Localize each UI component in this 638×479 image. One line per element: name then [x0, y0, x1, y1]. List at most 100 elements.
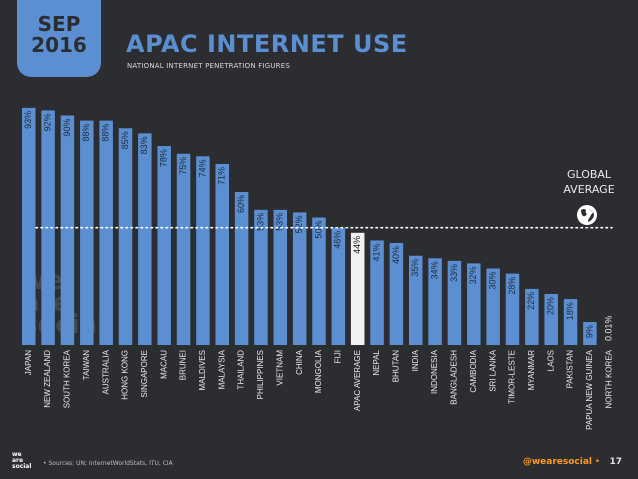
- category-label: JAPAN: [24, 350, 33, 375]
- footer-separator: •: [594, 457, 600, 467]
- footer-logo: we are social: [12, 452, 31, 470]
- bar-value-label: 33%: [449, 264, 459, 282]
- category-label: MONGOLIA: [314, 349, 323, 393]
- page-title: APAC INTERNET USE: [126, 30, 408, 58]
- bar: [544, 294, 558, 345]
- bar-value-label: 46%: [333, 231, 343, 249]
- bar-value-label: 85%: [120, 131, 130, 149]
- bar-value-label: 53%: [255, 213, 265, 231]
- category-label: PHILIPPINES: [256, 350, 265, 399]
- bar: [312, 217, 326, 345]
- bar: [350, 232, 365, 345]
- category-label: VIETNAM: [275, 350, 284, 386]
- bar: [409, 255, 423, 345]
- bar: [563, 299, 578, 345]
- bar-value-label: 92%: [42, 113, 52, 131]
- social-handle: @wearesocial: [522, 457, 592, 467]
- category-label: NORTH KOREA: [604, 349, 613, 408]
- date-month: SEP: [37, 12, 81, 36]
- bar-value-label: 20%: [546, 297, 556, 315]
- bar: [447, 260, 462, 345]
- category-label: NEPAL: [372, 349, 381, 375]
- category-label: MALDIVES: [198, 350, 207, 390]
- bar: [273, 209, 288, 345]
- category-label: MACAU: [159, 350, 168, 379]
- category-label: MYANMAR: [527, 350, 536, 391]
- bar: [467, 263, 481, 345]
- category-label: PAKISTAN: [566, 350, 575, 389]
- bar: [486, 268, 500, 345]
- category-label: SRI LANKA: [488, 349, 497, 391]
- footer-logo-line-3: social: [12, 463, 32, 470]
- category-label: HONG KONG: [121, 350, 130, 400]
- footer-logo-line-1: we: [12, 451, 22, 458]
- bar-value-label: 22%: [526, 292, 536, 310]
- bar: [505, 273, 520, 345]
- category-label: INDIA: [411, 349, 420, 371]
- category-label: CAMBODIA: [469, 349, 478, 392]
- bar: [215, 163, 229, 345]
- bar-value-label: 53%: [275, 213, 285, 231]
- bar-value-label: 28%: [507, 277, 517, 295]
- footer-logo-line-2: are: [12, 457, 24, 464]
- page-subtitle: NATIONAL INTERNET PENETRATION FIGURES: [127, 62, 290, 70]
- bar: [196, 156, 210, 345]
- bar: [99, 120, 113, 345]
- category-label: INDONESIA: [430, 349, 439, 394]
- bar: [331, 227, 346, 345]
- bar-value-label: 41%: [371, 243, 381, 261]
- category-label: THAILAND: [237, 350, 246, 390]
- bar: [22, 107, 36, 345]
- bar-value-label: 9%: [584, 325, 594, 338]
- bar-value-label: 75%: [178, 157, 188, 175]
- bar-value-label: 90%: [62, 119, 72, 137]
- category-label: NEW ZEALAND: [43, 350, 52, 408]
- bar-value-label: 60%: [236, 195, 246, 213]
- bar-value-label: 88%: [101, 124, 111, 142]
- bar-value-label: 93%: [23, 111, 33, 129]
- bar-value-label: 52%: [294, 215, 304, 233]
- bar: [370, 240, 384, 345]
- bar: [234, 192, 249, 345]
- category-label: APAC AVERAGE: [353, 350, 362, 411]
- bar-value-label: 83%: [139, 136, 149, 154]
- date-year: 2016: [31, 33, 87, 57]
- bar: [157, 146, 171, 345]
- bar: [138, 133, 152, 345]
- bar-value-label: 40%: [391, 246, 401, 264]
- category-label: FIJI: [333, 350, 342, 363]
- bar-value-label: 88%: [81, 124, 91, 142]
- date-badge: SEP 2016: [17, 0, 101, 77]
- bar-value-label: 0.01%: [604, 315, 614, 341]
- sources-note: • Sources: UN; InternetWorldStats, ITU, …: [43, 460, 173, 467]
- bar-value-label: 30%: [488, 272, 498, 290]
- bar-value-label: 44%: [352, 236, 362, 254]
- bar: [428, 258, 442, 345]
- category-label: TAIWAN: [82, 350, 91, 380]
- bar: [254, 209, 268, 345]
- bar: [80, 120, 94, 345]
- category-label: LAOS: [546, 350, 555, 371]
- bar: [525, 288, 539, 345]
- global-average-line-2: AVERAGE: [563, 183, 615, 196]
- globe-icon: [577, 205, 597, 225]
- bar: [118, 128, 133, 345]
- bar-value-label: 74%: [197, 159, 207, 177]
- bar-value-label: 78%: [159, 149, 169, 167]
- bar: [176, 153, 191, 345]
- bar-value-label: 71%: [217, 167, 227, 185]
- category-label: SINGAPORE: [140, 350, 149, 398]
- category-label: BRUNEI: [179, 350, 188, 380]
- bar: [292, 212, 307, 345]
- bar-value-label: 18%: [565, 302, 575, 320]
- category-label: MALAYSIA: [217, 349, 226, 389]
- category-label: AUSTRALIA: [101, 349, 110, 394]
- bar: [389, 243, 404, 345]
- bar: [60, 115, 75, 345]
- category-label: PAPUA NEW GUINEA: [585, 349, 594, 430]
- category-label: TIMOR-LESTE: [508, 350, 517, 404]
- global-average-line-1: GLOBAL: [566, 168, 612, 181]
- bar-value-label: 50%: [313, 221, 323, 239]
- page-number: 17: [609, 457, 622, 467]
